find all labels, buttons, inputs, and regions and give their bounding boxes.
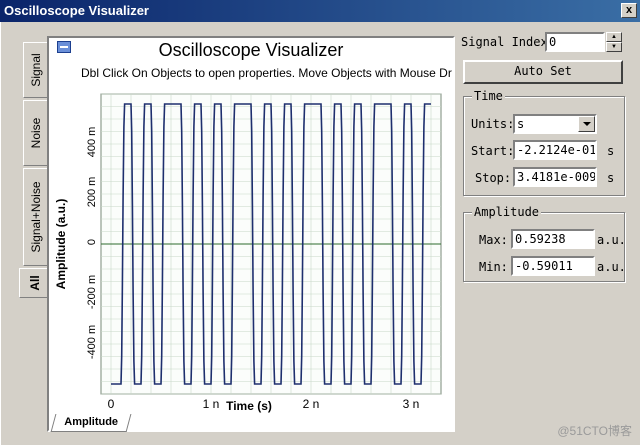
y-tick-label: -400 m <box>86 325 98 359</box>
close-icon: x <box>625 4 633 16</box>
window-body: Signal Noise Signal+Noise All Oscillosco… <box>0 22 640 445</box>
y-tick-label: 400 m <box>86 127 98 158</box>
plot-subtitle: Dbl Click On Objects to open properties.… <box>81 66 452 80</box>
start-unit: s <box>607 144 615 158</box>
max-label: Max: <box>479 233 508 247</box>
x-tick-label: 3 n <box>403 397 420 411</box>
amplitude-group: Amplitude <box>463 205 625 282</box>
x-tick-label: 1 n <box>203 397 220 411</box>
x-axis-ticks: 0 1 n 2 n 3 n <box>108 397 420 411</box>
max-unit: a.u. <box>597 233 626 247</box>
signal-index-stepper[interactable]: ▲ ▼ <box>606 32 622 52</box>
min-input[interactable]: -0.59011 <box>511 256 595 276</box>
tab-signal[interactable]: Signal <box>23 42 47 98</box>
x-tick-label: 0 <box>108 397 115 411</box>
signal-index-label: Signal Index: <box>461 35 555 49</box>
plot-panel: Oscilloscope Visualizer Dbl Click On Obj… <box>47 36 455 432</box>
window-titlebar: Oscilloscope Visualizer x <box>0 0 640 22</box>
signal-index-input[interactable]: 0 <box>545 32 605 52</box>
amplitude-group-title: Amplitude <box>472 205 542 219</box>
x-tick-label: 2 n <box>303 397 320 411</box>
stop-unit: s <box>607 171 615 185</box>
time-group-title: Time <box>472 89 505 103</box>
stop-label: Stop: <box>475 171 512 185</box>
app-icon <box>57 41 71 53</box>
auto-set-button[interactable]: Auto Set <box>463 60 623 84</box>
y-tick-label: 0 <box>86 239 98 245</box>
tab-noise[interactable]: Noise <box>23 100 47 166</box>
start-input[interactable]: -2.2124e-010 <box>513 140 597 160</box>
tab-amplitude[interactable]: Amplitude <box>50 414 132 432</box>
stop-input[interactable]: 3.4181e-009 <box>513 167 597 187</box>
chevron-down-icon[interactable] <box>578 116 595 132</box>
y-axis-label: Amplitude (a.u.) <box>54 199 68 290</box>
spin-up-icon[interactable]: ▲ <box>606 32 622 42</box>
close-button[interactable]: x <box>621 3 637 18</box>
x-axis-label: Time (s) <box>226 399 272 413</box>
y-axis-ticks: 400 m 200 m 0 -200 m -400 m <box>86 127 98 359</box>
min-label: Min: <box>479 260 508 274</box>
max-input[interactable]: 0.59238 <box>511 229 595 249</box>
oscilloscope-chart[interactable]: 400 m 200 m 0 -200 m -400 m 0 1 n 2 n 3 n Ampli… <box>49 38 453 430</box>
plot-title: Oscilloscope Visualizer <box>158 40 344 60</box>
y-tick-label: -200 m <box>86 275 98 309</box>
tab-all[interactable]: All <box>19 268 49 298</box>
units-label: Units: <box>471 117 515 131</box>
spin-down-icon[interactable]: ▼ <box>606 42 622 52</box>
y-tick-label: 200 m <box>86 177 98 208</box>
watermark: @51CTO博客 <box>557 424 632 438</box>
tab-signal-noise[interactable]: Signal+Noise <box>23 168 47 266</box>
signal-trace <box>111 103 431 385</box>
time-group: Time <box>463 89 625 196</box>
min-unit: a.u. <box>597 260 626 274</box>
units-select[interactable]: s <box>513 114 597 134</box>
start-label: Start: <box>471 144 515 158</box>
window-title: Oscilloscope Visualizer <box>4 3 149 18</box>
grid <box>101 93 441 395</box>
